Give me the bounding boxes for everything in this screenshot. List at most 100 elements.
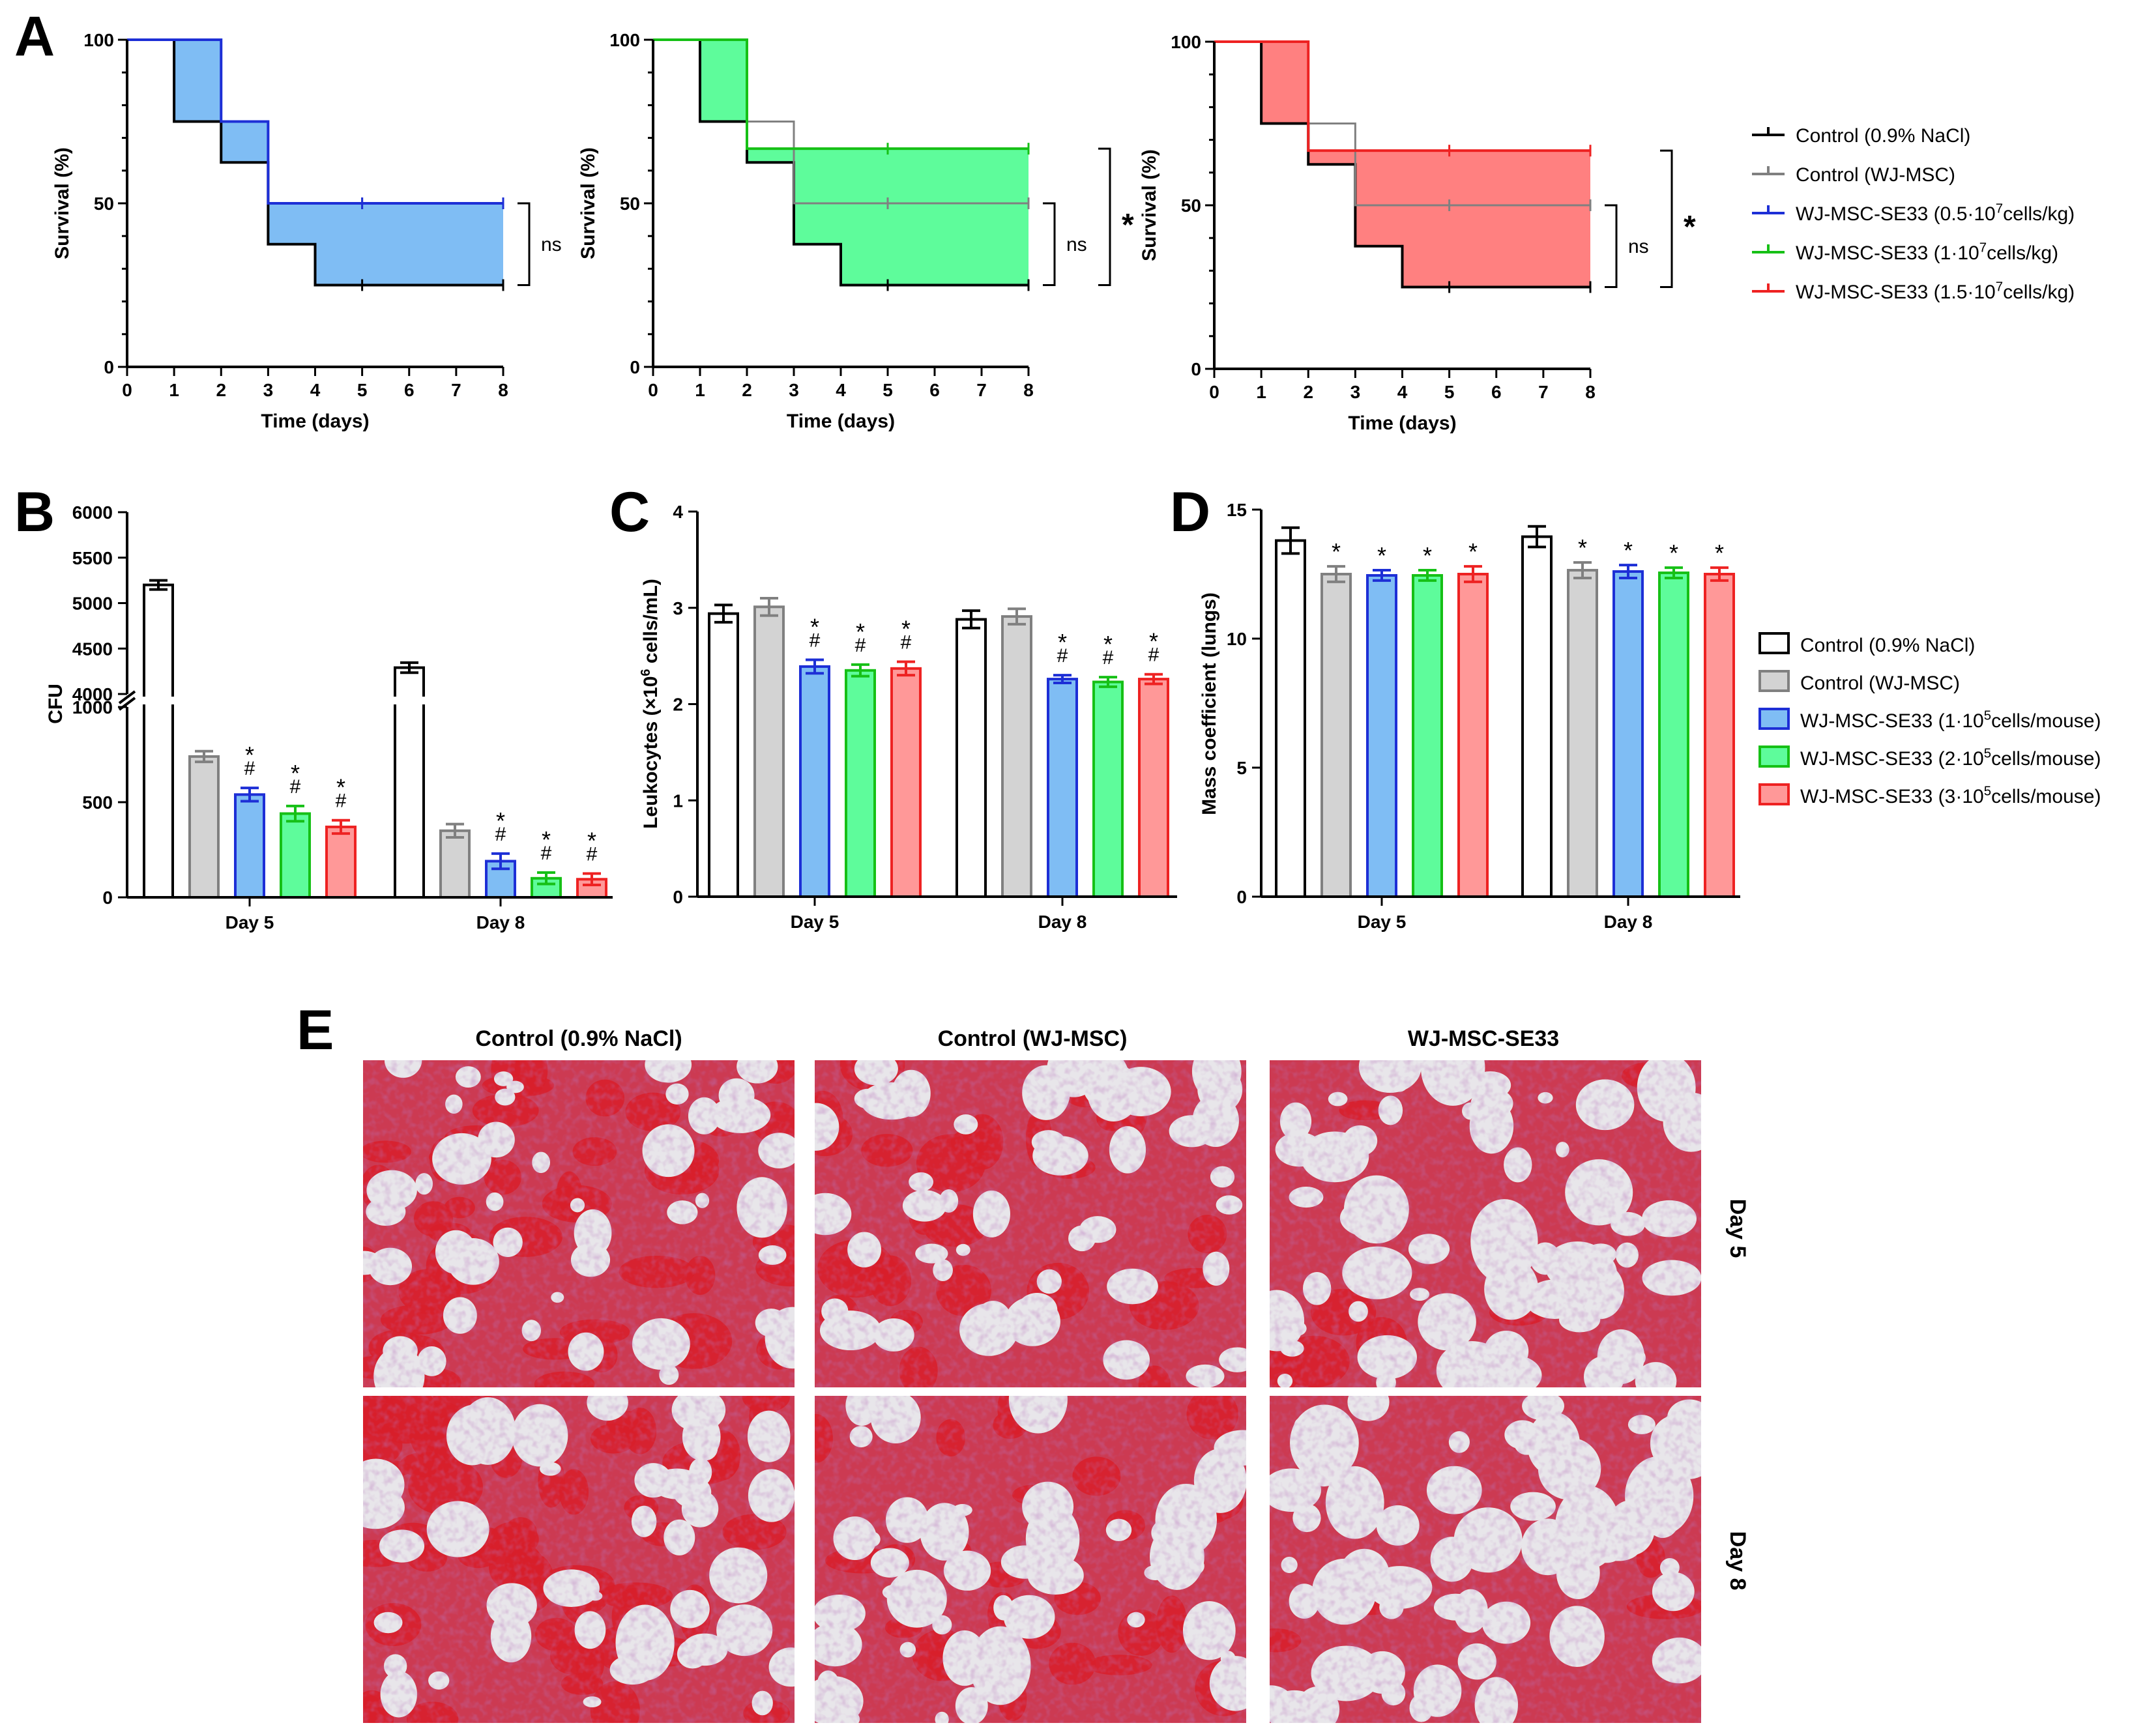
histology-content [1270,1060,1701,1387]
significance-star: * [1332,538,1341,565]
legend-label: WJ-MSC-SE33 (2·105cells/mouse) [1800,747,2101,770]
significance-bracket [1098,147,1111,286]
histology-content [815,1060,1246,1387]
significance-star: * [1423,542,1432,569]
bar [1457,573,1489,898]
survival-line-3 [1214,40,1590,152]
x-tick-label: Day 8 [1038,912,1087,932]
significance-bracket [1043,202,1056,286]
y-tick-label: 15 [1227,500,1247,520]
y-tick-label: 50 [1181,195,1201,216]
significance-star: * [1578,534,1587,561]
y-tick-label: 10 [1227,629,1247,649]
significance-star: * [1468,538,1478,565]
significance-star: * [856,618,865,645]
significance-bracket [1605,204,1618,288]
histology-image-day8-2 [815,1396,1246,1723]
x-tick-label: 2 [1303,382,1313,402]
x-tick-label: 4 [836,380,846,400]
axis-break-mark [118,690,136,704]
x-tick-label: 5 [883,380,893,400]
y-axis-title: Mass coefficient (lungs) [1199,592,1220,815]
bar [1138,678,1169,898]
x-tick-label: 7 [976,380,987,400]
histology-image-day8-1 [363,1396,795,1723]
x-tick-label: 6 [929,380,940,400]
legend-label: Control (WJ-MSC) [1796,164,1955,186]
y-tick-label: 0 [102,888,113,908]
x-tick-label: 1 [169,380,179,400]
significance-star: * [1377,542,1386,569]
significance-hash: # [901,631,912,653]
y-axis-title: Leukocytes (×106 cells/mL) [639,579,662,829]
significance-ns: ns [541,234,562,255]
x-tick-label: 8 [1585,382,1596,402]
histology-image-day8-3 [1270,1396,1701,1723]
histology-col-title-2: Control (WJ-MSC) [938,1026,1128,1051]
bar [1704,573,1735,898]
x-tick-label: 3 [263,380,274,400]
legend-swatch [1758,632,1790,654]
bar [799,665,830,898]
x-tick-label: 8 [1023,380,1034,400]
bar [325,825,357,899]
y-tick-label: 4500 [72,639,113,659]
panel-label-B: B [14,481,55,543]
significance-ns: ns [1628,236,1649,257]
y-tick-label: 6000 [72,502,113,523]
legend-label: Control (0.9% NaCl) [1796,125,1970,147]
x-axis-title: Time (days) [1348,412,1456,434]
significance-hash: # [810,630,821,652]
y-tick-label: 0 [630,357,640,377]
x-tick-label: 3 [789,380,799,400]
y-tick-label: 0 [104,357,114,377]
bar [280,812,311,899]
x-tick-label: Day 8 [1604,912,1653,932]
legend-swatch [1758,745,1790,768]
nuclei-texture [363,1060,795,1387]
x-tick-label: 0 [648,380,658,400]
y-tick-label: 5500 [72,548,113,568]
legend-label: WJ-MSC-SE33 (0.5·107cells/kg) [1796,202,2075,225]
x-tick-label: 8 [498,380,508,400]
histology-content [1270,1396,1701,1723]
histology-content [363,1396,795,1723]
significance-hash: # [855,635,866,656]
y-tick-label: 50 [94,194,114,214]
legend-label: Control (0.9% NaCl) [1800,635,1975,656]
significance-hash: # [541,843,552,864]
nuclei-texture [363,1396,795,1723]
nuclei-texture [1270,1060,1701,1387]
significance-hash: # [1148,644,1160,666]
histology-content [363,1060,795,1387]
x-tick-label: Day 5 [1358,912,1407,932]
survival-chart-3: 0 50 100 0 1 2 3 4 5 6 7 8 Time (days) Survival (%) ns… [1139,32,1696,434]
bar [394,666,425,899]
y-tick-label: 4 [673,502,683,522]
significance-hash: # [290,776,301,798]
y-tick-label: 50 [620,194,640,214]
x-tick-label: Day 5 [791,912,839,932]
panel-label-A: A [14,5,55,68]
bar [143,583,174,899]
bar [753,605,785,899]
x-tick-label: 2 [216,380,226,400]
y-tick-label: 1 [673,790,683,811]
x-tick-label: Day 8 [476,912,525,933]
y-tick-label: 2 [673,695,683,715]
legend-label: WJ-MSC-SE33 (1·107cells/kg) [1796,241,2058,264]
significance-hash: # [244,758,255,779]
bar [1521,535,1553,898]
histology-row-label-1: Day 5 [1725,1199,1750,1258]
bar [1366,573,1397,898]
legend-label: WJ-MSC-SE33 (3·105cells/mouse) [1800,785,2101,807]
x-tick-label: 0 [1209,382,1219,402]
significance-star: * [1715,540,1724,566]
survival-line-3 [127,38,503,205]
panel-label-E: E [297,999,334,1062]
significance-star: * [1103,631,1113,658]
y-tick-label: 5000 [72,594,113,614]
panel-label-C: C [609,481,650,543]
histology-content [815,1396,1246,1723]
